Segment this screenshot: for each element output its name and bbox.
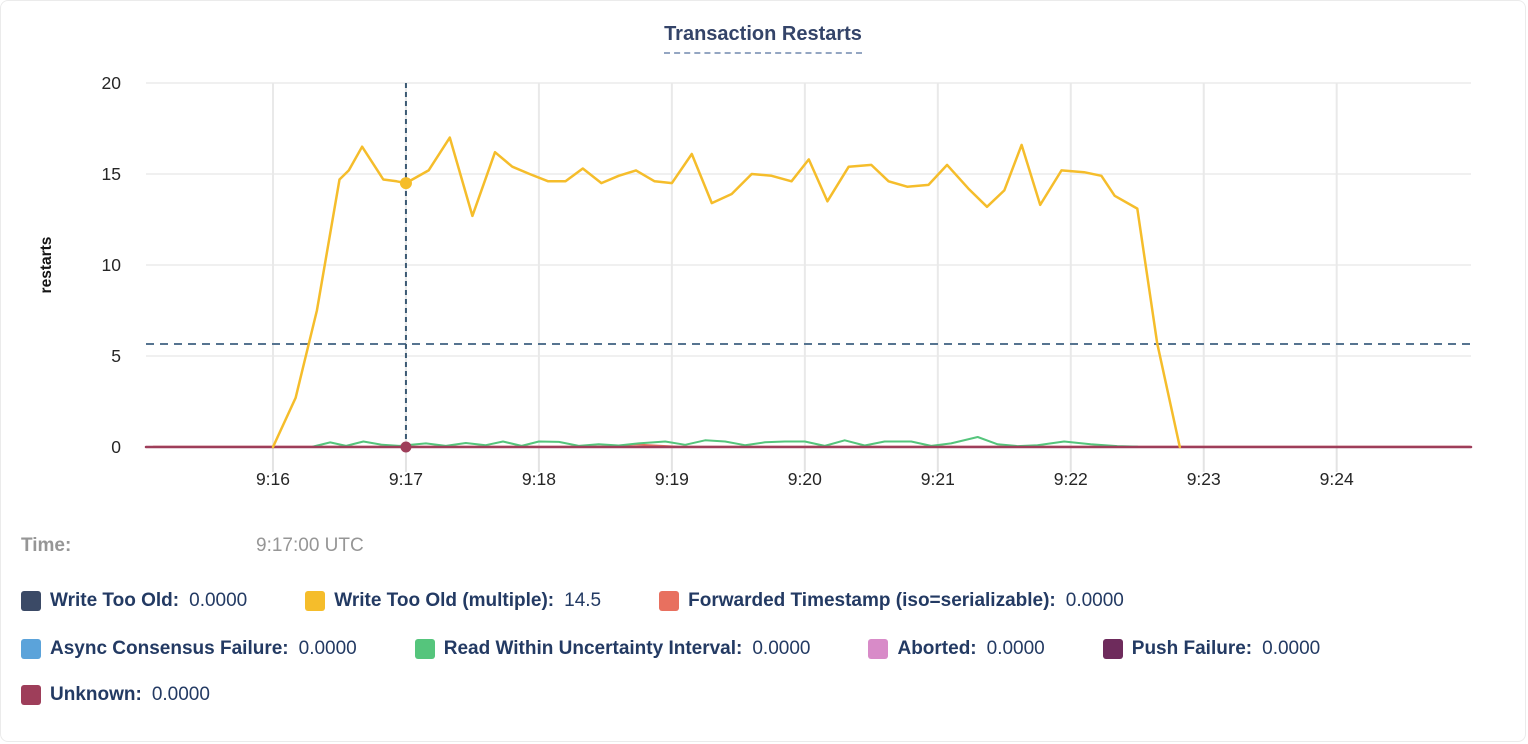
chart-title-wrap: Transaction Restarts — [1, 23, 1525, 54]
legend-item-write-too-old-multiple: Write Too Old (multiple): 14.5 — [305, 590, 601, 612]
crosshair-dot-write-too-old-multiple — [399, 177, 412, 190]
y-tick-label: 20 — [102, 73, 122, 93]
legend-value: 0.0000 — [189, 590, 248, 611]
chart-plot-area[interactable] — [146, 83, 1471, 447]
x-tick-label: 9:20 — [788, 469, 822, 489]
legend-label: Forwarded Timestamp (iso=serializable): — [688, 590, 1056, 611]
legend-value: 0.0000 — [986, 638, 1045, 659]
legend-item-write-too-old: Write Too Old: 0.0000 — [21, 590, 247, 612]
x-tick-label: 9:18 — [522, 469, 556, 489]
y-tick-label: 15 — [102, 164, 121, 184]
y-tick-label: 10 — [102, 255, 122, 275]
legend-label: Write Too Old (multiple): — [334, 590, 555, 611]
legend-label: Push Failure: — [1131, 638, 1253, 659]
legend-swatch-aborted — [868, 639, 889, 659]
legend-value: 0.0000 — [1065, 590, 1124, 611]
legend-item-push-failure: Push Failure: 0.0000 — [1102, 638, 1321, 660]
legend-item-aborted: Aborted: 0.0000 — [868, 638, 1045, 660]
legend-swatch-push-failure — [1102, 639, 1123, 659]
legend-row-3: Unknown: 0.0000 — [21, 684, 210, 706]
legend-value: 0.0000 — [151, 684, 210, 705]
legend-item-forwarded-timestamp-iso-serializable: Forwarded Timestamp (iso=serializable): 0… — [659, 590, 1124, 612]
legend-item-unknown: Unknown: 0.0000 — [21, 684, 210, 706]
legend-swatch-write-too-old — [21, 591, 41, 611]
legend-swatch-unknown — [21, 685, 41, 705]
legend-label: Async Consensus Failure: — [50, 638, 289, 659]
chart-title[interactable]: Transaction Restarts — [664, 23, 862, 54]
y-tick-label: 5 — [111, 346, 121, 366]
y-axis-label: restarts — [38, 237, 55, 294]
x-tick-label: 9:19 — [655, 469, 689, 489]
legend-value: 0.0000 — [1262, 638, 1321, 659]
legend-item-async-consensus-failure: Async Consensus Failure: 0.0000 — [21, 638, 357, 660]
legend-swatch-forwarded-timestamp-iso-serializable — [659, 591, 680, 611]
y-tick-label: 0 — [111, 437, 121, 457]
x-tick-label: 9:17 — [389, 469, 423, 489]
legend-row-1: Write Too Old: 0.0000 Write Too Old (multi… — [21, 590, 1124, 612]
legend-label: Unknown: — [50, 684, 142, 705]
legend-label: Write Too Old: — [50, 590, 180, 611]
legend-row-2: Async Consensus Failure: 0.0000 Read Withi… — [21, 638, 1320, 660]
legend-label: Aborted: — [897, 638, 977, 659]
legend-swatch-write-too-old-multiple — [305, 591, 326, 611]
legend-value: 0.0000 — [298, 638, 357, 659]
time-label: Time: — [21, 535, 72, 556]
x-tick-label: 9:23 — [1187, 469, 1221, 489]
legend-value: 14.5 — [564, 590, 602, 611]
legend-value: 0.0000 — [752, 638, 811, 659]
hover-time-row: Time: 9:17:00 UTC — [21, 535, 1505, 561]
legend-swatch-async-consensus-failure — [21, 639, 41, 659]
x-tick-label: 9:24 — [1320, 469, 1354, 489]
x-tick-label: 9:16 — [256, 469, 290, 489]
legend-label: Read Within Uncertainty Interval: — [443, 638, 743, 659]
x-tick-label: 9:22 — [1054, 469, 1088, 489]
crosshair-dot-unknown — [400, 441, 412, 453]
transaction-restarts-chart[interactable]: 0 5 10 15 20 9:16 9:17 9:18 9:19 9:20 9:21 9:22 9:23… — [1, 1, 1526, 511]
legend-swatch-read-within-uncertainty-interval — [414, 639, 435, 659]
series-line-read-within-uncertainty-interval — [311, 436, 1139, 448]
time-value: 9:17:00 UTC — [256, 535, 364, 556]
legend-item-read-within-uncertainty-interval: Read Within Uncertainty Interval: 0.0000 — [414, 638, 811, 660]
x-tick-label: 9:21 — [921, 469, 955, 489]
